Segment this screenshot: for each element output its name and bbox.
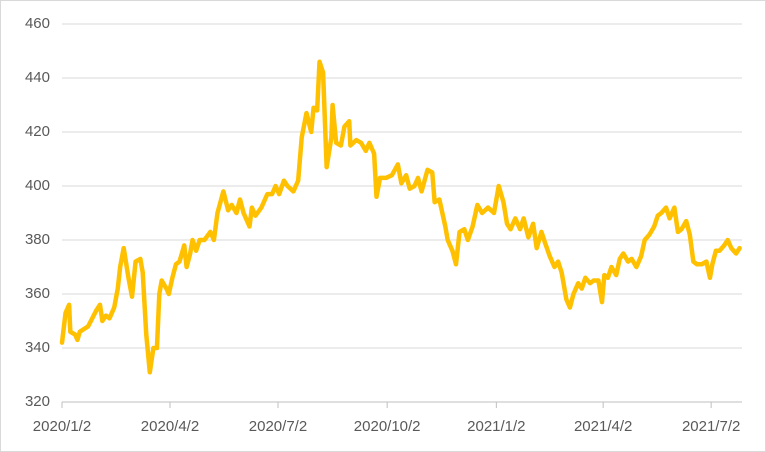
y-tick-label: 380 — [25, 231, 50, 248]
data-line — [59, 59, 742, 375]
x-tick-label: 2020/10/2 — [354, 418, 421, 435]
x-tick-label: 2021/1/2 — [467, 418, 525, 435]
y-tick-label: 340 — [25, 339, 50, 356]
y-tick-label: 320 — [25, 393, 50, 410]
y-tick-label: 420 — [25, 123, 50, 140]
y-tick-label: 440 — [25, 69, 50, 86]
y-tick-label: 460 — [25, 15, 50, 32]
x-tick-label: 2021/7/2 — [682, 418, 740, 435]
y-tick-label: 400 — [25, 177, 50, 194]
x-tick-label: 2020/1/2 — [33, 418, 91, 435]
y-tick-label: 360 — [25, 285, 50, 302]
x-tick-label: 2020/7/2 — [249, 418, 307, 435]
x-tick-label: 2020/4/2 — [141, 418, 199, 435]
x-tick-label: 2021/4/2 — [574, 418, 632, 435]
